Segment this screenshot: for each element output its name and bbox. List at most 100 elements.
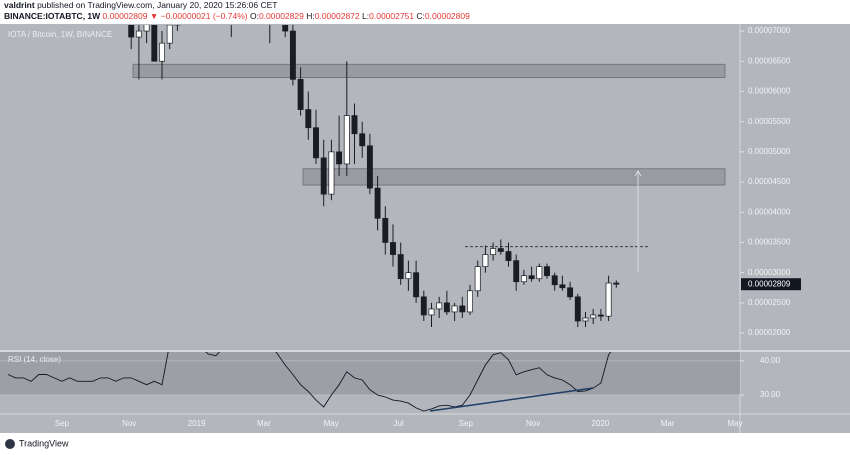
legend: IOTA / Bitcoin, 1W, BINANCE (8, 30, 112, 39)
candle-body (544, 266, 550, 277)
candle-body (467, 290, 473, 313)
candle-body (482, 254, 489, 267)
ohlc-value: 0.00002809 (425, 11, 470, 21)
y-tick-label: 0.00003500 (748, 238, 791, 247)
candle-body (159, 42, 165, 62)
rsi-tick-label: 30.00 (760, 390, 781, 399)
candle-body (574, 296, 581, 322)
candle-body (597, 314, 604, 317)
candle-body (613, 282, 620, 285)
candle-body (313, 127, 319, 159)
x-tick-label: May (324, 419, 339, 428)
candle-body (590, 314, 597, 319)
ohlc-label: C: (416, 11, 425, 21)
rsi-trendline (429, 387, 594, 412)
candle-body (413, 272, 420, 298)
x-tick-label: May (727, 419, 742, 428)
x-tick-label: Sep (55, 419, 70, 428)
candle-body (497, 248, 504, 252)
x-tick-label: Jul (393, 419, 403, 428)
x-tick-label: Nov (122, 419, 136, 428)
ohlc-label: O: (250, 11, 259, 21)
candle-body (359, 133, 366, 147)
candle-body (374, 187, 381, 219)
rsi-label: RSI (14, close) (8, 355, 61, 364)
x-tick-label: 2020 (592, 419, 610, 428)
candle-body (567, 287, 574, 298)
candle-body (451, 305, 458, 313)
candle-body (559, 284, 566, 289)
y-tick-label: 0.00002000 (748, 328, 791, 337)
x-tick-label: Sep (459, 419, 474, 428)
candle-body (605, 282, 612, 317)
candle-body (151, 25, 158, 62)
footer-brand: TradingView (19, 438, 69, 448)
candle-body (443, 302, 450, 313)
candle-body (474, 266, 481, 292)
candle-body (143, 25, 150, 32)
x-tick-label: Mar (661, 419, 675, 428)
published-line: valdrint published on TradingView.com, J… (4, 0, 277, 10)
candle-body (428, 308, 435, 316)
candle-body (305, 109, 312, 129)
last-price: 0.00002809 (103, 11, 148, 21)
candle-body (582, 317, 589, 322)
y-tick-label: 0.00006000 (748, 87, 791, 96)
candle-body (551, 275, 558, 286)
candle-body (490, 248, 497, 255)
change: ▼ −0.00000021 (−0.74%) (150, 11, 248, 21)
candle-body (320, 157, 327, 195)
zone (132, 63, 726, 78)
candle-body (520, 275, 527, 283)
footer-bg (0, 433, 850, 455)
x-tick-label: Mar (257, 419, 271, 428)
candle-body (328, 151, 335, 195)
y-tick-label: 0.00002500 (748, 298, 791, 307)
x-tick-label: Nov (526, 419, 540, 428)
last-price-label: 0.00002809 (748, 279, 791, 288)
candle-body (135, 30, 142, 38)
candle-body (420, 296, 427, 316)
last-price-badge (741, 278, 801, 291)
ohlc-value: 0.00002872 (315, 11, 360, 21)
candle-body (343, 115, 350, 165)
y-tick-label: 0.00007000 (748, 26, 791, 35)
ohlc-value: 0.00002829 (259, 11, 304, 21)
candle-body (289, 30, 296, 80)
candle-body (505, 251, 512, 261)
arrow-head (634, 170, 642, 177)
candle-body (390, 242, 396, 255)
author: valdrint (4, 0, 35, 10)
candle-body (282, 25, 289, 32)
candle-body (436, 302, 443, 310)
candle-body (128, 25, 135, 38)
rsi-tick-label: 40.00 (760, 356, 781, 365)
symbol-line: BINANCE:IOTABTC, 1W 0.00002809 ▼ −0.0000… (4, 11, 470, 21)
y-tick-label: 0.00003000 (748, 268, 791, 277)
y-tick-label: 0.00004500 (748, 177, 791, 186)
published: published on TradingView.com, January 20… (37, 0, 277, 10)
candle-body (297, 79, 304, 110)
candle-body (513, 260, 520, 283)
candle-body (459, 305, 466, 313)
ohlc-value: 0.00002751 (369, 11, 414, 21)
header-bg (0, 0, 850, 24)
candle-body (336, 151, 343, 165)
candle-body (397, 254, 404, 280)
candle-body (382, 217, 389, 243)
logo (5, 439, 15, 449)
ohlc-label: H: (306, 11, 315, 21)
y-tick-label: 0.00006500 (748, 56, 791, 65)
candle-body (166, 25, 173, 44)
candle-body (405, 272, 412, 280)
symbol: BINANCE:IOTABTC, 1W (4, 11, 101, 21)
x-tick-label: 2019 (188, 419, 206, 428)
y-tick-label: 0.00004000 (748, 207, 791, 216)
y-tick-label: 0.00005500 (748, 117, 791, 126)
rsi-line (7, 352, 612, 412)
candle-body (366, 145, 373, 189)
ohlc-label: L: (362, 11, 369, 21)
candle-body (528, 275, 535, 280)
candle-body (536, 266, 543, 280)
